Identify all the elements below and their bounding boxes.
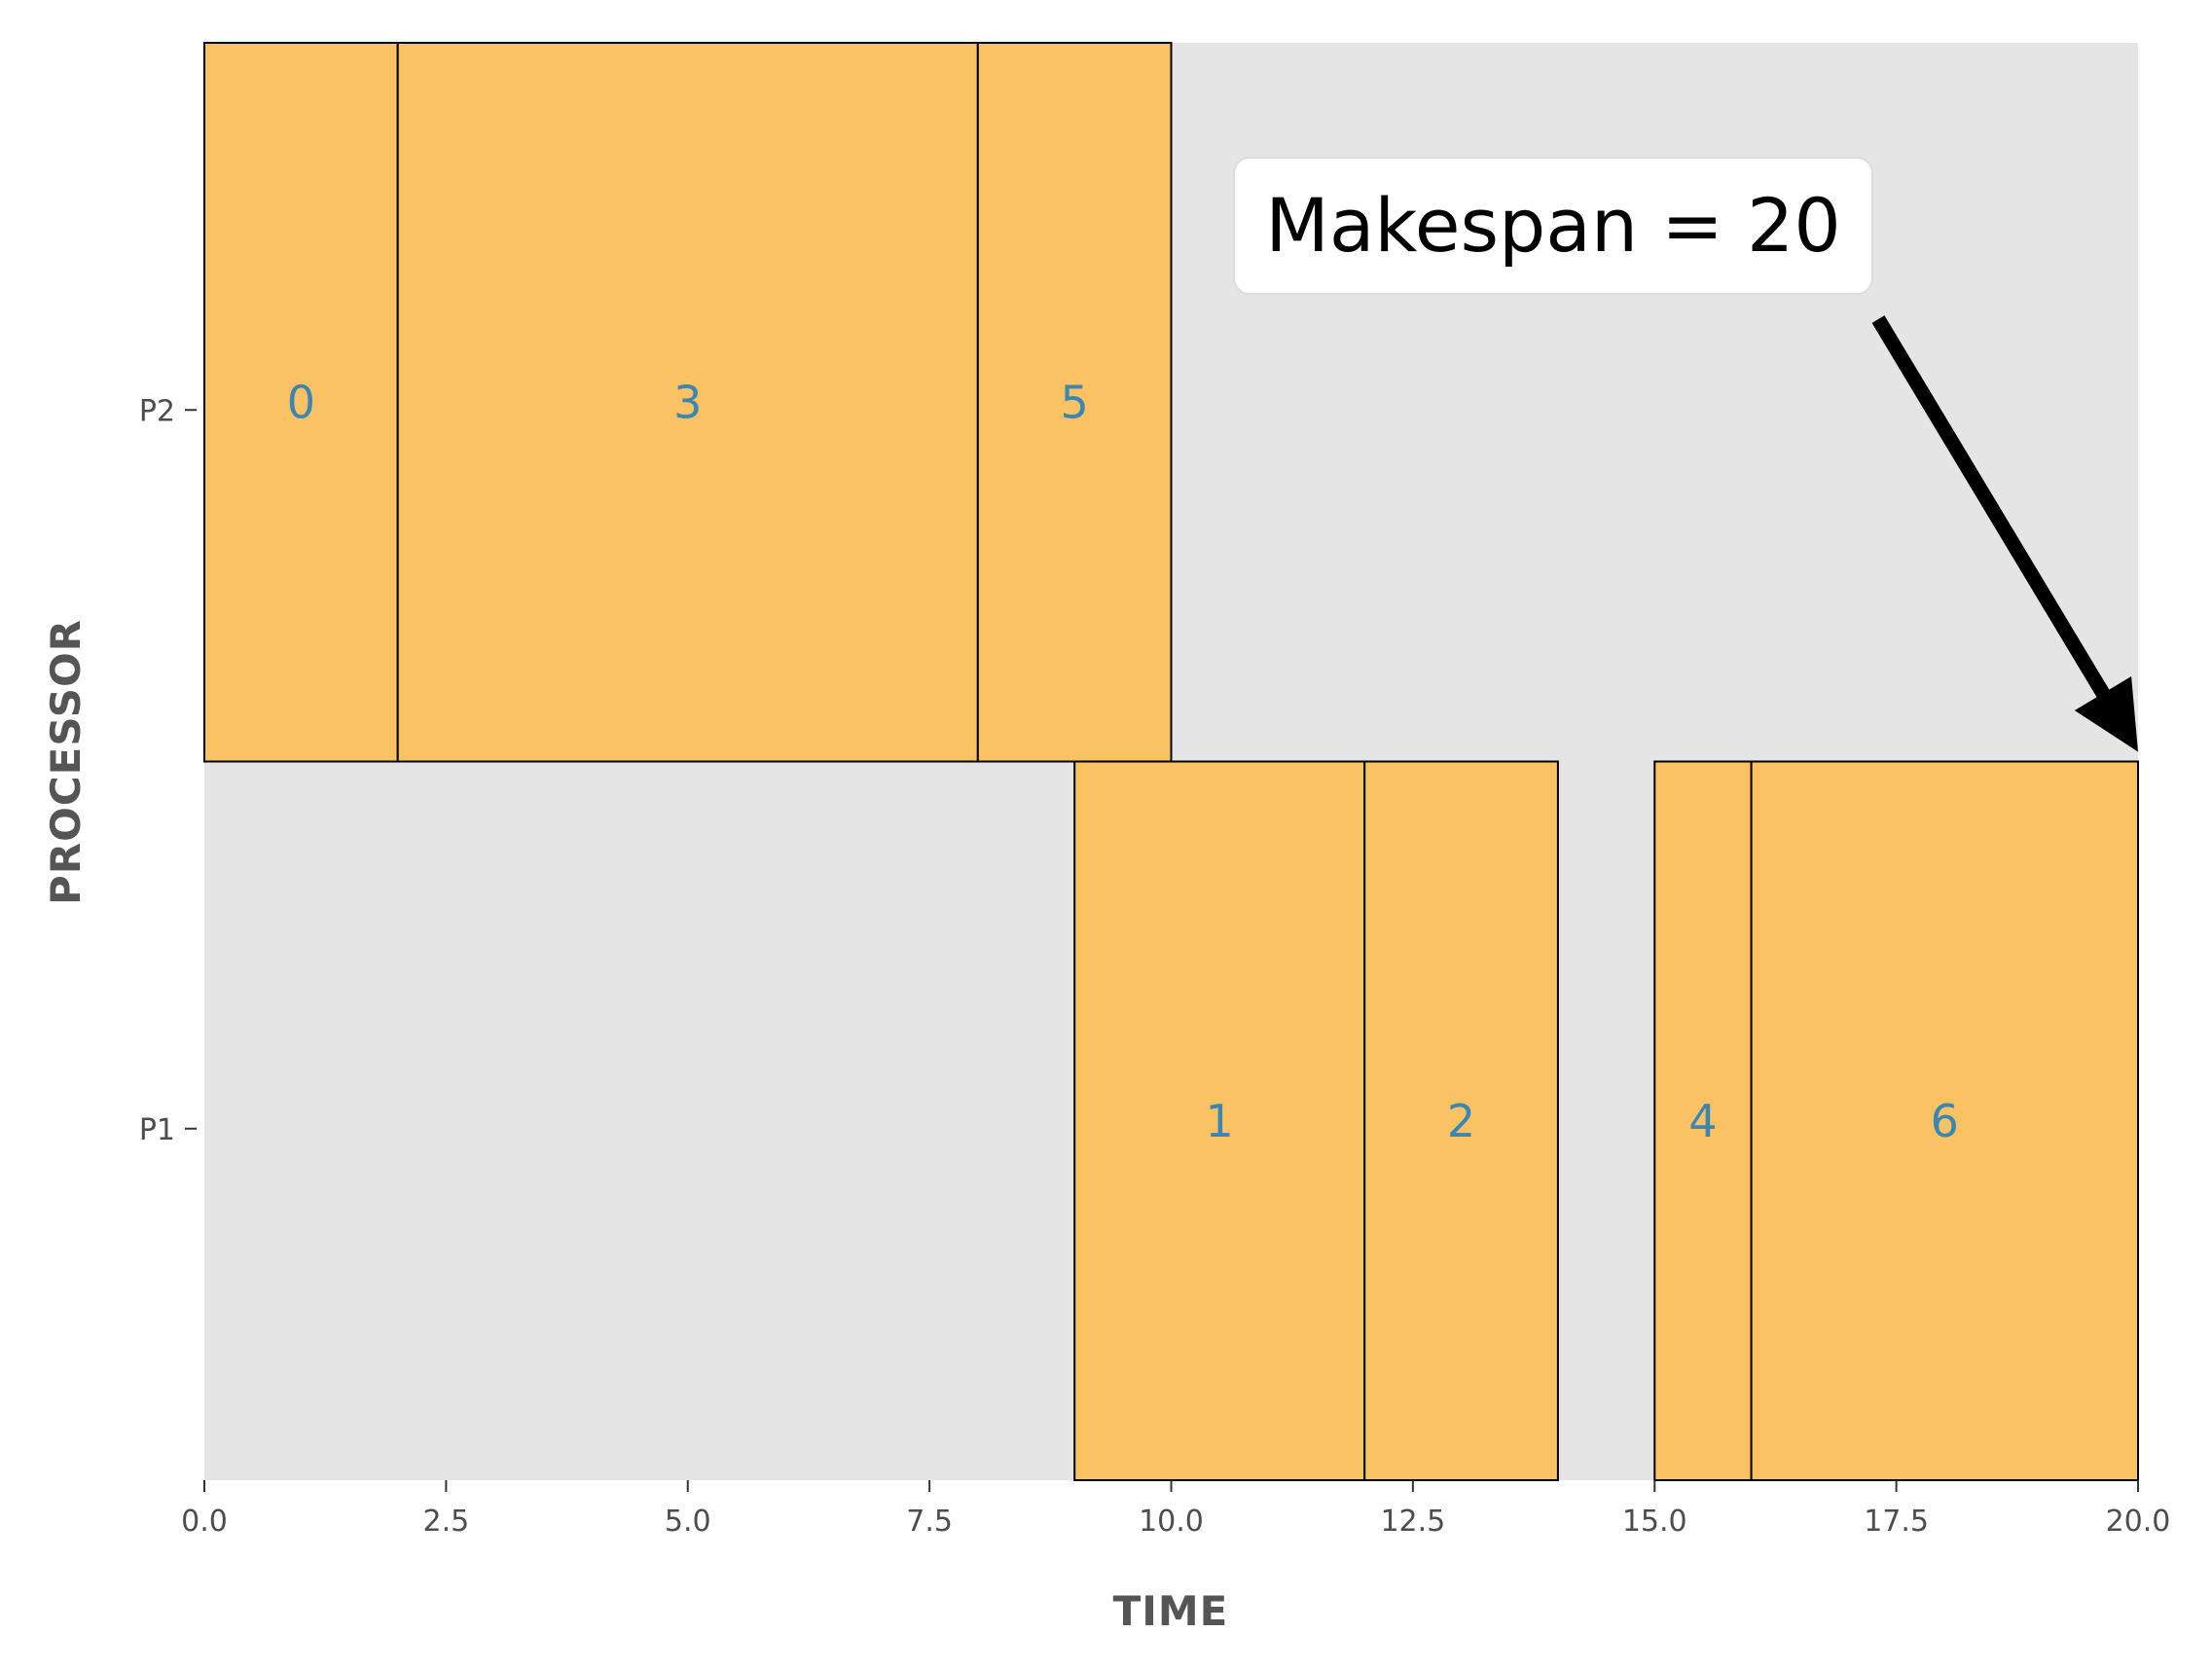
- tasks-layer: [203, 42, 2139, 1481]
- x-tick-label: 17.5: [1864, 1505, 1929, 1539]
- annotation-arrow-shaft: [1871, 315, 2112, 701]
- task-label-1: 1: [1206, 1095, 1234, 1147]
- x-axis-title: TIME: [1113, 1587, 1229, 1635]
- makespan-annotation: Makespan = 20: [1233, 157, 2138, 752]
- task-label-3: 3: [673, 376, 702, 428]
- task-bar-5: [976, 42, 1173, 763]
- x-tick-label: 12.5: [1380, 1505, 1445, 1539]
- task-label-4: 4: [1688, 1095, 1717, 1147]
- task-labels-layer: 0 3 5 1 2 4 6: [287, 376, 1959, 1147]
- task-label-5: 5: [1061, 376, 1089, 428]
- task-bar-4: [1653, 760, 1753, 1481]
- task-bar-0: [203, 42, 399, 763]
- y-tick-label-p1: P1: [139, 1113, 175, 1147]
- task-bar-2: [1363, 760, 1559, 1481]
- annotation-box: [1233, 157, 1873, 295]
- task-label-6: 6: [1931, 1095, 1959, 1147]
- task-bar-1: [1073, 760, 1366, 1481]
- task-bar-3: [396, 42, 979, 763]
- y-axis-title: PROCESSOR: [42, 619, 90, 905]
- y-axis: P2 P1: [139, 394, 197, 1147]
- x-tick-label: 5.0: [665, 1505, 711, 1539]
- x-tick-label: 0.0: [181, 1505, 228, 1539]
- x-tick-label: 7.5: [906, 1505, 953, 1539]
- annotation-arrow-head: [2074, 675, 2138, 752]
- y-tick-label-p2: P2: [139, 394, 175, 428]
- x-tick-label: 10.0: [1139, 1505, 1204, 1539]
- x-tick-label: 2.5: [423, 1505, 470, 1539]
- task-bar-6: [1750, 760, 2139, 1481]
- x-axis: 0.0 2.5 5.0 7.5 10.0 12.5 15.0 17.5 20.0: [181, 1480, 2170, 1539]
- x-tick-label: 15.0: [1622, 1505, 1687, 1539]
- task-label-2: 2: [1447, 1095, 1475, 1147]
- annotation-text: Makespan = 20: [1265, 182, 1841, 269]
- x-tick-label: 20.0: [2106, 1505, 2171, 1539]
- task-label-0: 0: [287, 376, 315, 428]
